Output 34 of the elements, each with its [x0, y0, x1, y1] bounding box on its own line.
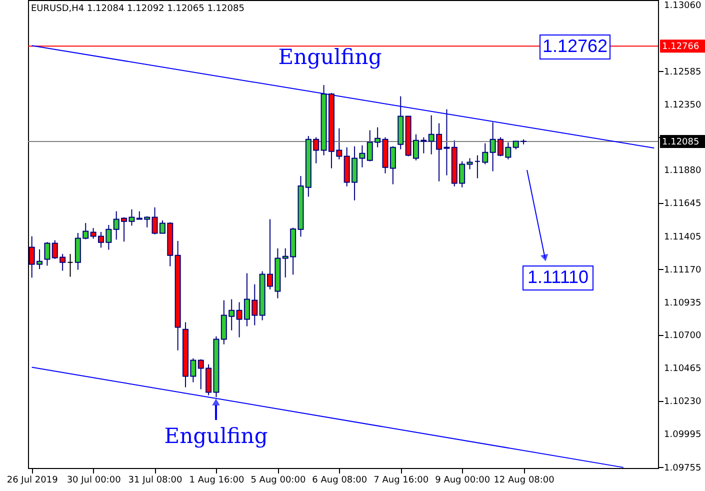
y-tick-label: 1.11170	[664, 265, 702, 276]
candlestick	[482, 142, 488, 165]
x-tick-label: 12 Aug 08:00	[494, 476, 555, 486]
candlestick	[67, 253, 74, 278]
candlestick	[466, 158, 473, 170]
y-tick-label: 1.11880	[664, 166, 702, 176]
x-tick-label: 5 Aug 00:00	[250, 476, 306, 486]
x-tick-label: 7 Aug 16:00	[374, 476, 429, 486]
annotation: 1.12762	[542, 36, 608, 56]
candlestick	[474, 154, 480, 179]
y-tick-label: 1.12350	[664, 100, 702, 110]
y-tick-label: 1.10465	[664, 364, 702, 374]
y-tick-label: 1.13060	[664, 1, 702, 12]
candlestick	[44, 242, 50, 266]
y-tick-label: 1.11405	[664, 232, 702, 243]
y-tick-label: 1.12585	[664, 67, 702, 78]
y-tick-label: 1.10935	[664, 298, 702, 308]
x-tick-label: 26 Jul 2019	[6, 476, 58, 486]
x-tick-label: 9 Aug 00:00	[435, 476, 490, 486]
y-tick-label: 1.09995	[664, 430, 702, 440]
x-tick-label: 31 Jul 08:00	[128, 476, 183, 486]
x-tick-label: 30 Jul 00:00	[66, 476, 122, 486]
x-tick-label: 6 Aug 08:00	[312, 476, 368, 486]
ref-line-label: 1.12085	[662, 137, 700, 148]
annotation: Engulfing	[278, 45, 382, 69]
x-tick-label: 1 Aug 16:00	[189, 476, 244, 486]
annotation: 1.11110	[527, 267, 589, 287]
y-tick-label: 1.10700	[664, 331, 702, 342]
annotation: Engulfing	[164, 424, 268, 448]
ref-line-label: 1.12766	[662, 42, 700, 52]
y-tick-label: 1.09755	[664, 463, 702, 474]
y-tick-label: 1.10230	[664, 396, 702, 407]
chart-title: EURUSD,H4 1.12084 1.12092 1.12065 1.12085	[31, 4, 244, 14]
y-tick-label: 1.11645	[664, 199, 702, 210]
